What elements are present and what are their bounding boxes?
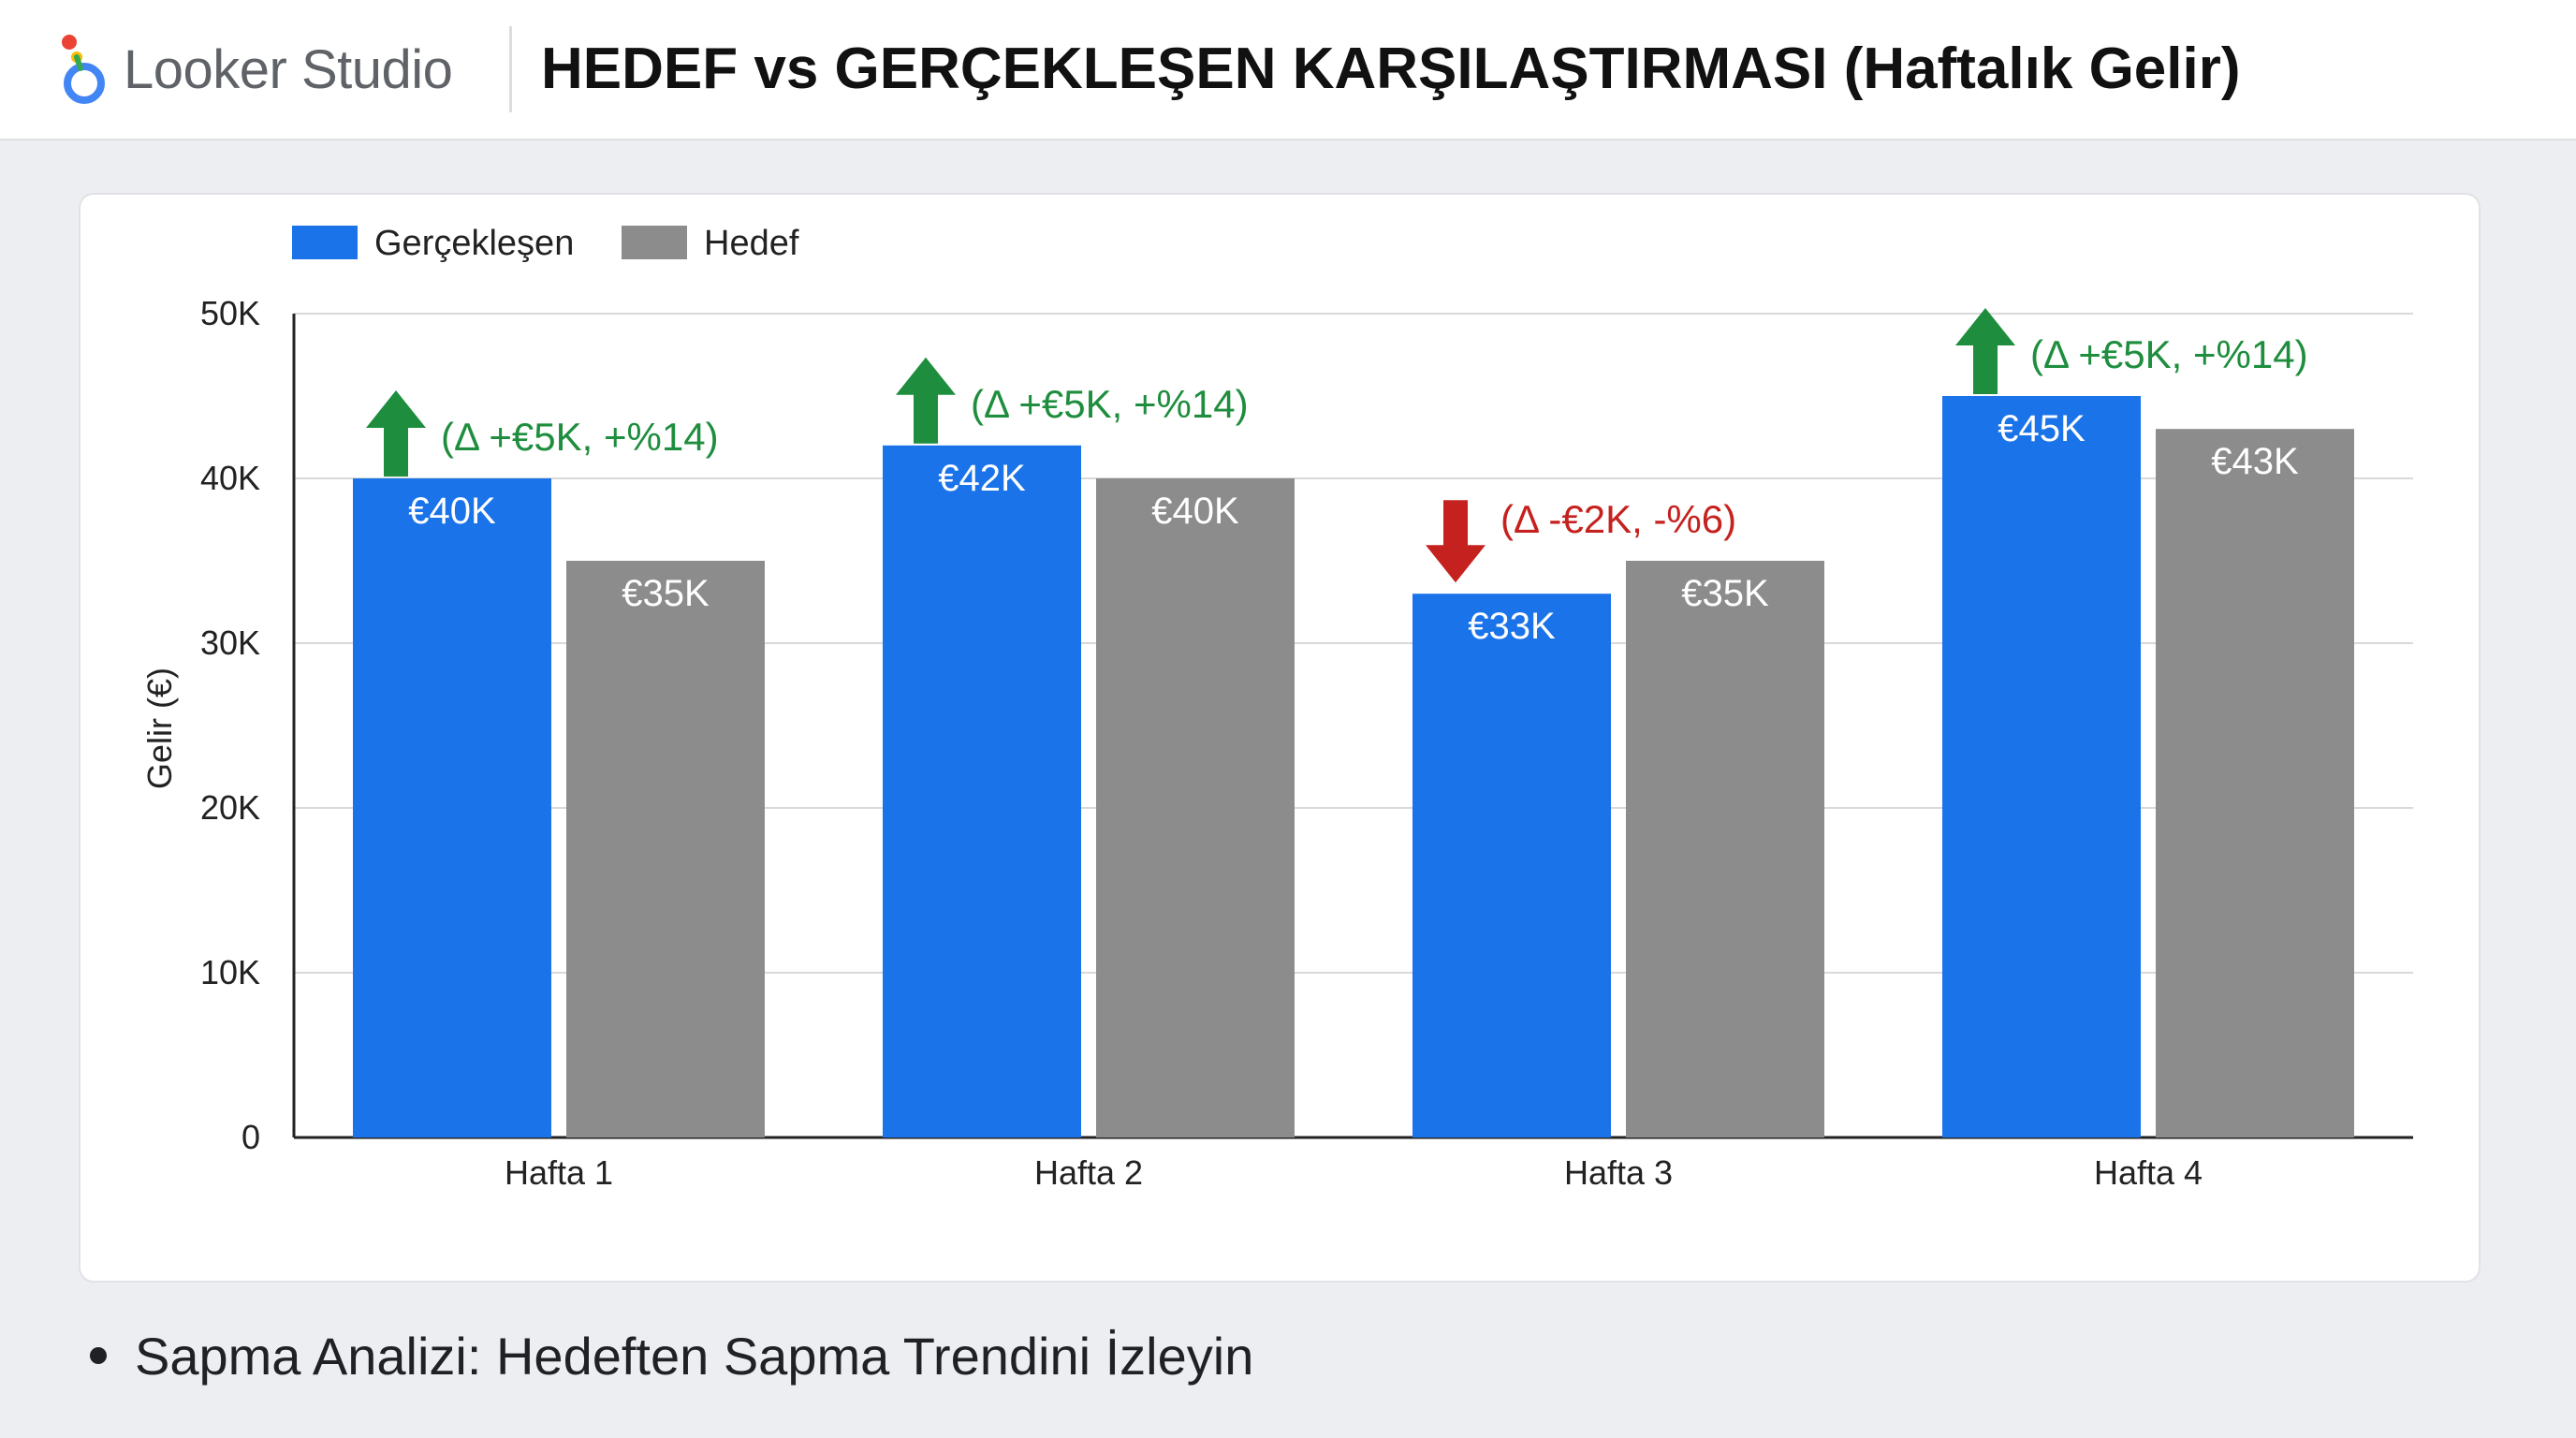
footer-bullet-text: Sapma Analizi: Hedeften Sapma Trendini İ… xyxy=(135,1326,1254,1386)
x-tick-label: Hafta 4 xyxy=(2094,1153,2203,1192)
bar-value-label: €40K xyxy=(1151,491,1239,532)
bar-value-label: €45K xyxy=(1998,408,2086,449)
bar-value-label: €42K xyxy=(938,458,1026,499)
header-bar: Looker Studio HEDEF vs GERÇEKLEŞEN KARŞI… xyxy=(0,0,2576,140)
delta-annotation: (Δ +€5K, +%14) xyxy=(2030,332,2308,376)
bar-target xyxy=(1096,478,1295,1137)
page-title: HEDEF vs GERÇEKLEŞEN KARŞILAŞTIRMASI (Ha… xyxy=(541,37,2241,101)
arrow-up-icon xyxy=(1955,308,2015,394)
bar-value-label: €43K xyxy=(2211,441,2299,482)
legend-swatch-1 xyxy=(622,226,687,259)
x-tick-label: Hafta 1 xyxy=(505,1153,613,1192)
bar-target xyxy=(1626,561,1824,1137)
bar-target xyxy=(566,561,765,1137)
y-tick-label: 30K xyxy=(200,624,260,662)
brand-name: Looker Studio xyxy=(124,38,453,100)
bar-actual xyxy=(1942,396,2141,1137)
bar-actual xyxy=(883,445,1081,1137)
delta-annotation: (Δ +€5K, +%14) xyxy=(441,415,719,459)
legend-label: Gerçekleşen xyxy=(374,224,574,263)
bar-value-label: €33K xyxy=(1468,606,1556,647)
chart-card: 0 10K 20K 30K 40K 50K Gelir (€) Gerçekleşen Hede… xyxy=(79,193,2481,1283)
bullet-dot xyxy=(90,1347,107,1364)
legend-label: Hedef xyxy=(704,224,799,263)
looker-studio-logo-icon xyxy=(62,35,105,104)
y-axis-label: Gelir (€) xyxy=(140,668,179,789)
y-tick-label: 20K xyxy=(200,788,260,827)
brand[interactable]: Looker Studio xyxy=(58,32,453,107)
y-tick-label: 40K xyxy=(200,459,260,497)
x-tick-label: Hafta 3 xyxy=(1564,1153,1673,1192)
bar-value-label: €40K xyxy=(408,491,496,532)
bar-target xyxy=(2156,429,2354,1137)
arrow-up-icon xyxy=(366,390,426,477)
delta-annotation: (Δ -€2K, -%6) xyxy=(1500,497,1736,541)
footer-note: Sapma Analizi: Hedeften Sapma Trendini İ… xyxy=(90,1318,1253,1393)
header-divider xyxy=(509,26,512,112)
bar-actual xyxy=(353,478,551,1137)
arrow-up-icon xyxy=(896,357,956,444)
arrow-down-icon xyxy=(1426,500,1486,583)
x-tick-label: Hafta 2 xyxy=(1034,1153,1143,1192)
y-tick-label: 50K xyxy=(200,294,260,332)
y-tick-label: 0 xyxy=(242,1118,260,1156)
bar-value-label: €35K xyxy=(1681,573,1769,614)
bar-chart: 0 10K 20K 30K 40K 50K Gelir (€) Gerçekleşen Hede… xyxy=(140,224,2413,1192)
bar-actual xyxy=(1412,594,1611,1137)
legend-swatch-0 xyxy=(292,226,358,259)
delta-annotation: (Δ +€5K, +%14) xyxy=(971,382,1249,426)
bar-value-label: €35K xyxy=(622,573,710,614)
y-tick-label: 10K xyxy=(200,953,260,991)
